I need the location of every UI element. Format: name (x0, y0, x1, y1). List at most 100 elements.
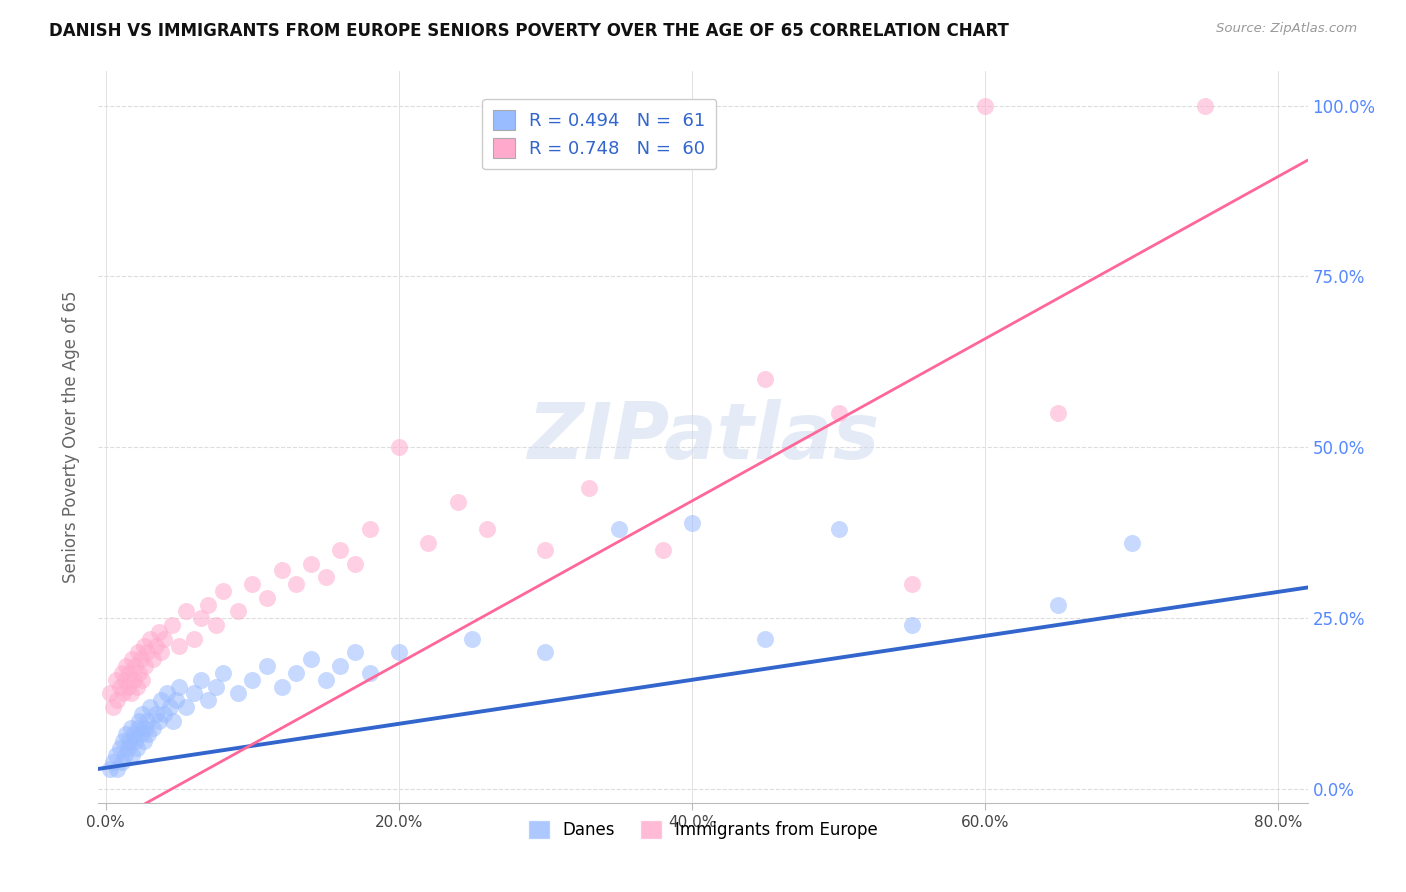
Point (117, 680, 139, 694)
Point (132, 639, 155, 653)
Point (329, 542, 352, 557)
Point (212, 583, 235, 598)
Point (240, 577, 263, 591)
Point (160, 618, 183, 632)
Point (256, 659, 278, 673)
Point (135, 714, 157, 728)
Point (974, 98, 997, 112)
Point (134, 659, 156, 673)
Point (167, 680, 190, 694)
Point (142, 652, 165, 666)
Point (285, 577, 308, 591)
Point (343, 645, 366, 659)
Point (388, 645, 411, 659)
Point (118, 665, 141, 680)
Point (1047, 406, 1070, 420)
Text: ZIPatlas: ZIPatlas (527, 399, 879, 475)
Point (359, 522, 381, 536)
Point (125, 680, 148, 694)
Point (115, 727, 138, 741)
Point (127, 645, 149, 659)
Point (176, 700, 198, 714)
Point (190, 611, 212, 625)
Point (134, 721, 156, 735)
Point (534, 645, 557, 659)
Point (446, 495, 468, 509)
Point (138, 632, 160, 646)
Point (343, 557, 366, 571)
Point (359, 665, 381, 680)
Point (145, 706, 167, 721)
Point (153, 706, 176, 721)
Point (112, 686, 135, 700)
Point (101, 700, 124, 714)
Point (125, 741, 148, 756)
Point (128, 665, 150, 680)
Point (145, 639, 167, 653)
Point (197, 693, 219, 707)
Point (1121, 536, 1143, 550)
Point (107, 693, 129, 707)
Point (534, 542, 557, 557)
Point (120, 721, 142, 735)
Point (153, 632, 176, 646)
Point (124, 659, 146, 673)
Point (122, 727, 145, 741)
Point (101, 755, 124, 769)
Point (115, 659, 138, 673)
Point (901, 577, 924, 591)
Point (107, 762, 129, 776)
Point (110, 680, 132, 694)
Point (124, 734, 146, 748)
Point (159, 700, 181, 714)
Point (607, 522, 630, 536)
Point (165, 693, 187, 707)
Point (651, 542, 673, 557)
Point (226, 686, 249, 700)
Point (226, 604, 249, 618)
Point (129, 727, 152, 741)
Point (156, 686, 179, 700)
Point (190, 673, 212, 687)
Point (118, 734, 141, 748)
Point (98, 686, 121, 700)
Point (110, 741, 132, 756)
Point (256, 591, 278, 605)
Point (183, 632, 205, 646)
Point (127, 721, 149, 735)
Point (98, 762, 121, 776)
Point (121, 652, 143, 666)
Point (117, 741, 139, 756)
Point (131, 706, 153, 721)
Point (578, 481, 600, 495)
Point (114, 673, 136, 687)
Point (315, 570, 337, 584)
Point (418, 536, 440, 550)
Y-axis label: Seniors Poverty Over the Age of 65: Seniors Poverty Over the Age of 65 (62, 291, 80, 583)
Point (131, 673, 153, 687)
Point (212, 665, 235, 680)
Point (136, 727, 159, 741)
Point (901, 618, 924, 632)
Point (183, 686, 205, 700)
Text: DANISH VS IMMIGRANTS FROM EUROPE SENIORS POVERTY OVER THE AGE OF 65 CORRELATION : DANISH VS IMMIGRANTS FROM EUROPE SENIORS… (49, 22, 1010, 40)
Point (827, 406, 849, 420)
Point (150, 645, 173, 659)
Point (114, 747, 136, 762)
Point (754, 372, 776, 386)
Legend: Danes, Immigrants from Europe: Danes, Immigrants from Europe (522, 814, 884, 846)
Point (111, 665, 134, 680)
Point (388, 440, 411, 454)
Point (129, 652, 152, 666)
Point (162, 714, 184, 728)
Point (105, 747, 128, 762)
Point (461, 632, 484, 646)
Point (1047, 598, 1070, 612)
Point (122, 673, 145, 687)
Point (315, 673, 337, 687)
Point (112, 734, 135, 748)
Point (120, 686, 142, 700)
Point (270, 680, 292, 694)
Point (111, 755, 134, 769)
Point (142, 721, 165, 735)
